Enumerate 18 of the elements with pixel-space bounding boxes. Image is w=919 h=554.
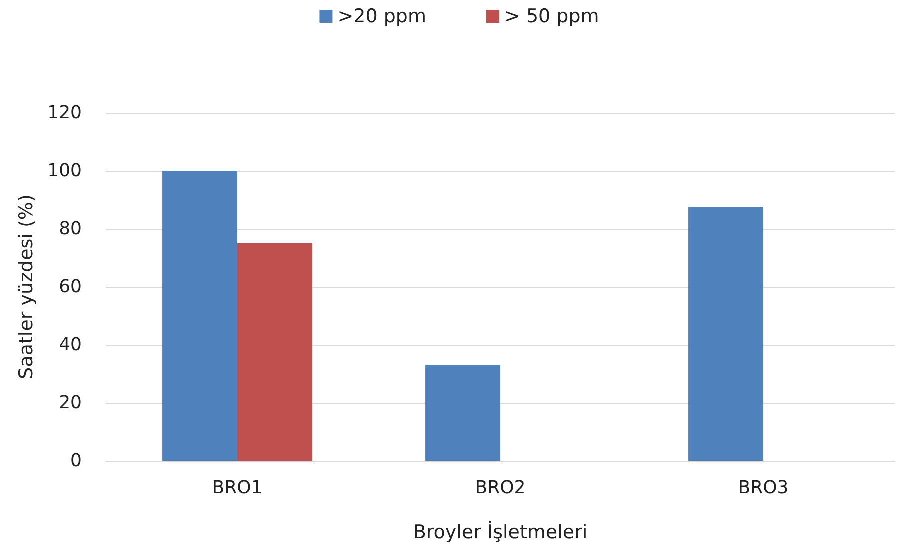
y-tick-label: 0 [70, 450, 82, 472]
y-tick-label: 60 [59, 276, 82, 298]
bar [162, 171, 238, 461]
x-tick-label: BRO3 [738, 478, 789, 498]
y-tick-label: 20 [59, 392, 82, 414]
x-tick-label: BRO1 [212, 478, 263, 498]
y-tick-label: 80 [59, 218, 82, 240]
y-tick-label: 40 [59, 334, 82, 356]
legend-label: >20 ppm [338, 6, 426, 28]
bar [238, 244, 312, 461]
y-tick-label: 100 [48, 160, 82, 182]
legend-label: > 50 ppm [504, 6, 600, 28]
x-tick-label: BRO2 [475, 478, 526, 498]
bar [688, 207, 764, 461]
y-tick-label: 120 [48, 102, 82, 124]
bar [426, 365, 500, 461]
x-axis-title: Broyler İşletmeleri [413, 520, 588, 544]
y-axis-title: Saatler yüzdesi (%) [16, 194, 38, 380]
